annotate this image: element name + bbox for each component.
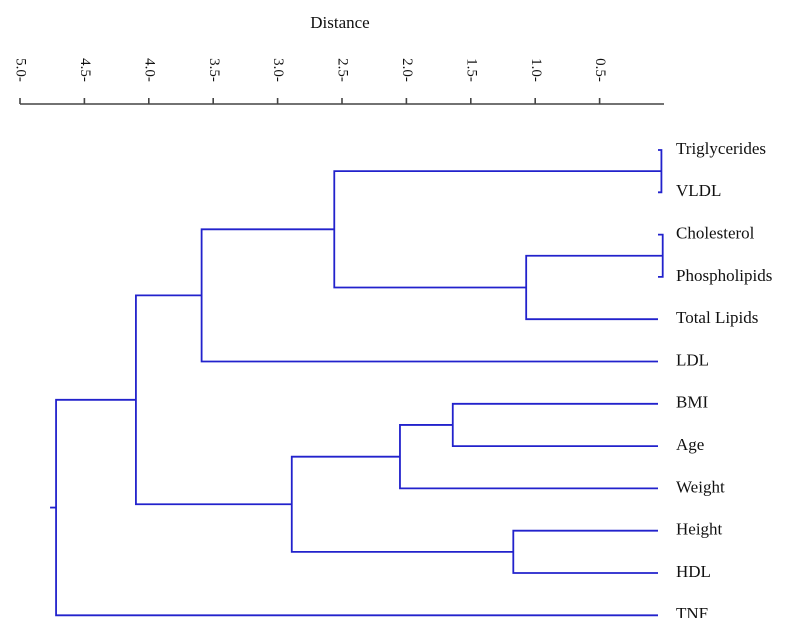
x-tick-label: 3.5- bbox=[206, 58, 222, 82]
x-tick-label: 1.5- bbox=[463, 58, 479, 82]
x-tick-label: 1.0- bbox=[528, 58, 544, 82]
leaf-label-triglycerides: Triglycerides bbox=[676, 139, 766, 158]
leaf-label-hdl: HDL bbox=[676, 562, 711, 581]
dendrogram-link-m9 bbox=[290, 455, 514, 553]
dendrogram-link-m3 bbox=[525, 254, 663, 321]
dendrogram-links bbox=[50, 149, 664, 617]
leaf-label-cholesterol: Cholesterol bbox=[676, 224, 755, 243]
dendrogram-link-m11 bbox=[55, 398, 658, 617]
leaf-label-total-lipids: Total Lipids bbox=[676, 308, 758, 327]
leaf-label-age: Age bbox=[676, 435, 704, 454]
leaf-label-vldl: VLDL bbox=[676, 181, 721, 200]
x-tick-label: 2.5- bbox=[335, 58, 351, 82]
leaf-labels: Triglycerides VLDL Cholesterol Phospholipid… bbox=[676, 139, 772, 618]
leaf-label-ldl: LDL bbox=[676, 350, 709, 369]
x-tick-label: 5.0- bbox=[13, 58, 29, 82]
dendrogram-link-m7 bbox=[399, 424, 658, 490]
dendrogram-link-m4 bbox=[333, 170, 662, 289]
x-axis-ticks: 5.0- 4.5- 4.0- 3.5- 3.0- 2.5- 2.0- 1.5- 1.0- 0.5- bbox=[13, 58, 608, 104]
leaf-label-height: Height bbox=[676, 520, 723, 539]
leaf-label-phospholipids: Phospholipids bbox=[676, 266, 772, 285]
dendrogram-link-m10 bbox=[135, 294, 292, 506]
x-axis-title: Distance bbox=[310, 13, 369, 32]
leaf-label-weight: Weight bbox=[676, 477, 725, 496]
dendrogram-link-m6 bbox=[451, 402, 658, 447]
x-tick-label: 2.0- bbox=[399, 58, 415, 82]
dendrogram-link-m8 bbox=[512, 529, 658, 574]
x-tick-label: 4.0- bbox=[141, 58, 157, 82]
x-tick-label: 3.0- bbox=[270, 58, 286, 82]
leaf-label-tnf: TNF bbox=[676, 604, 708, 618]
dendrogram-link-m5 bbox=[200, 228, 658, 363]
leaf-label-bmi: BMI bbox=[676, 393, 708, 412]
x-tick-label: 0.5- bbox=[592, 58, 608, 82]
x-tick-label: 4.5- bbox=[77, 58, 93, 82]
